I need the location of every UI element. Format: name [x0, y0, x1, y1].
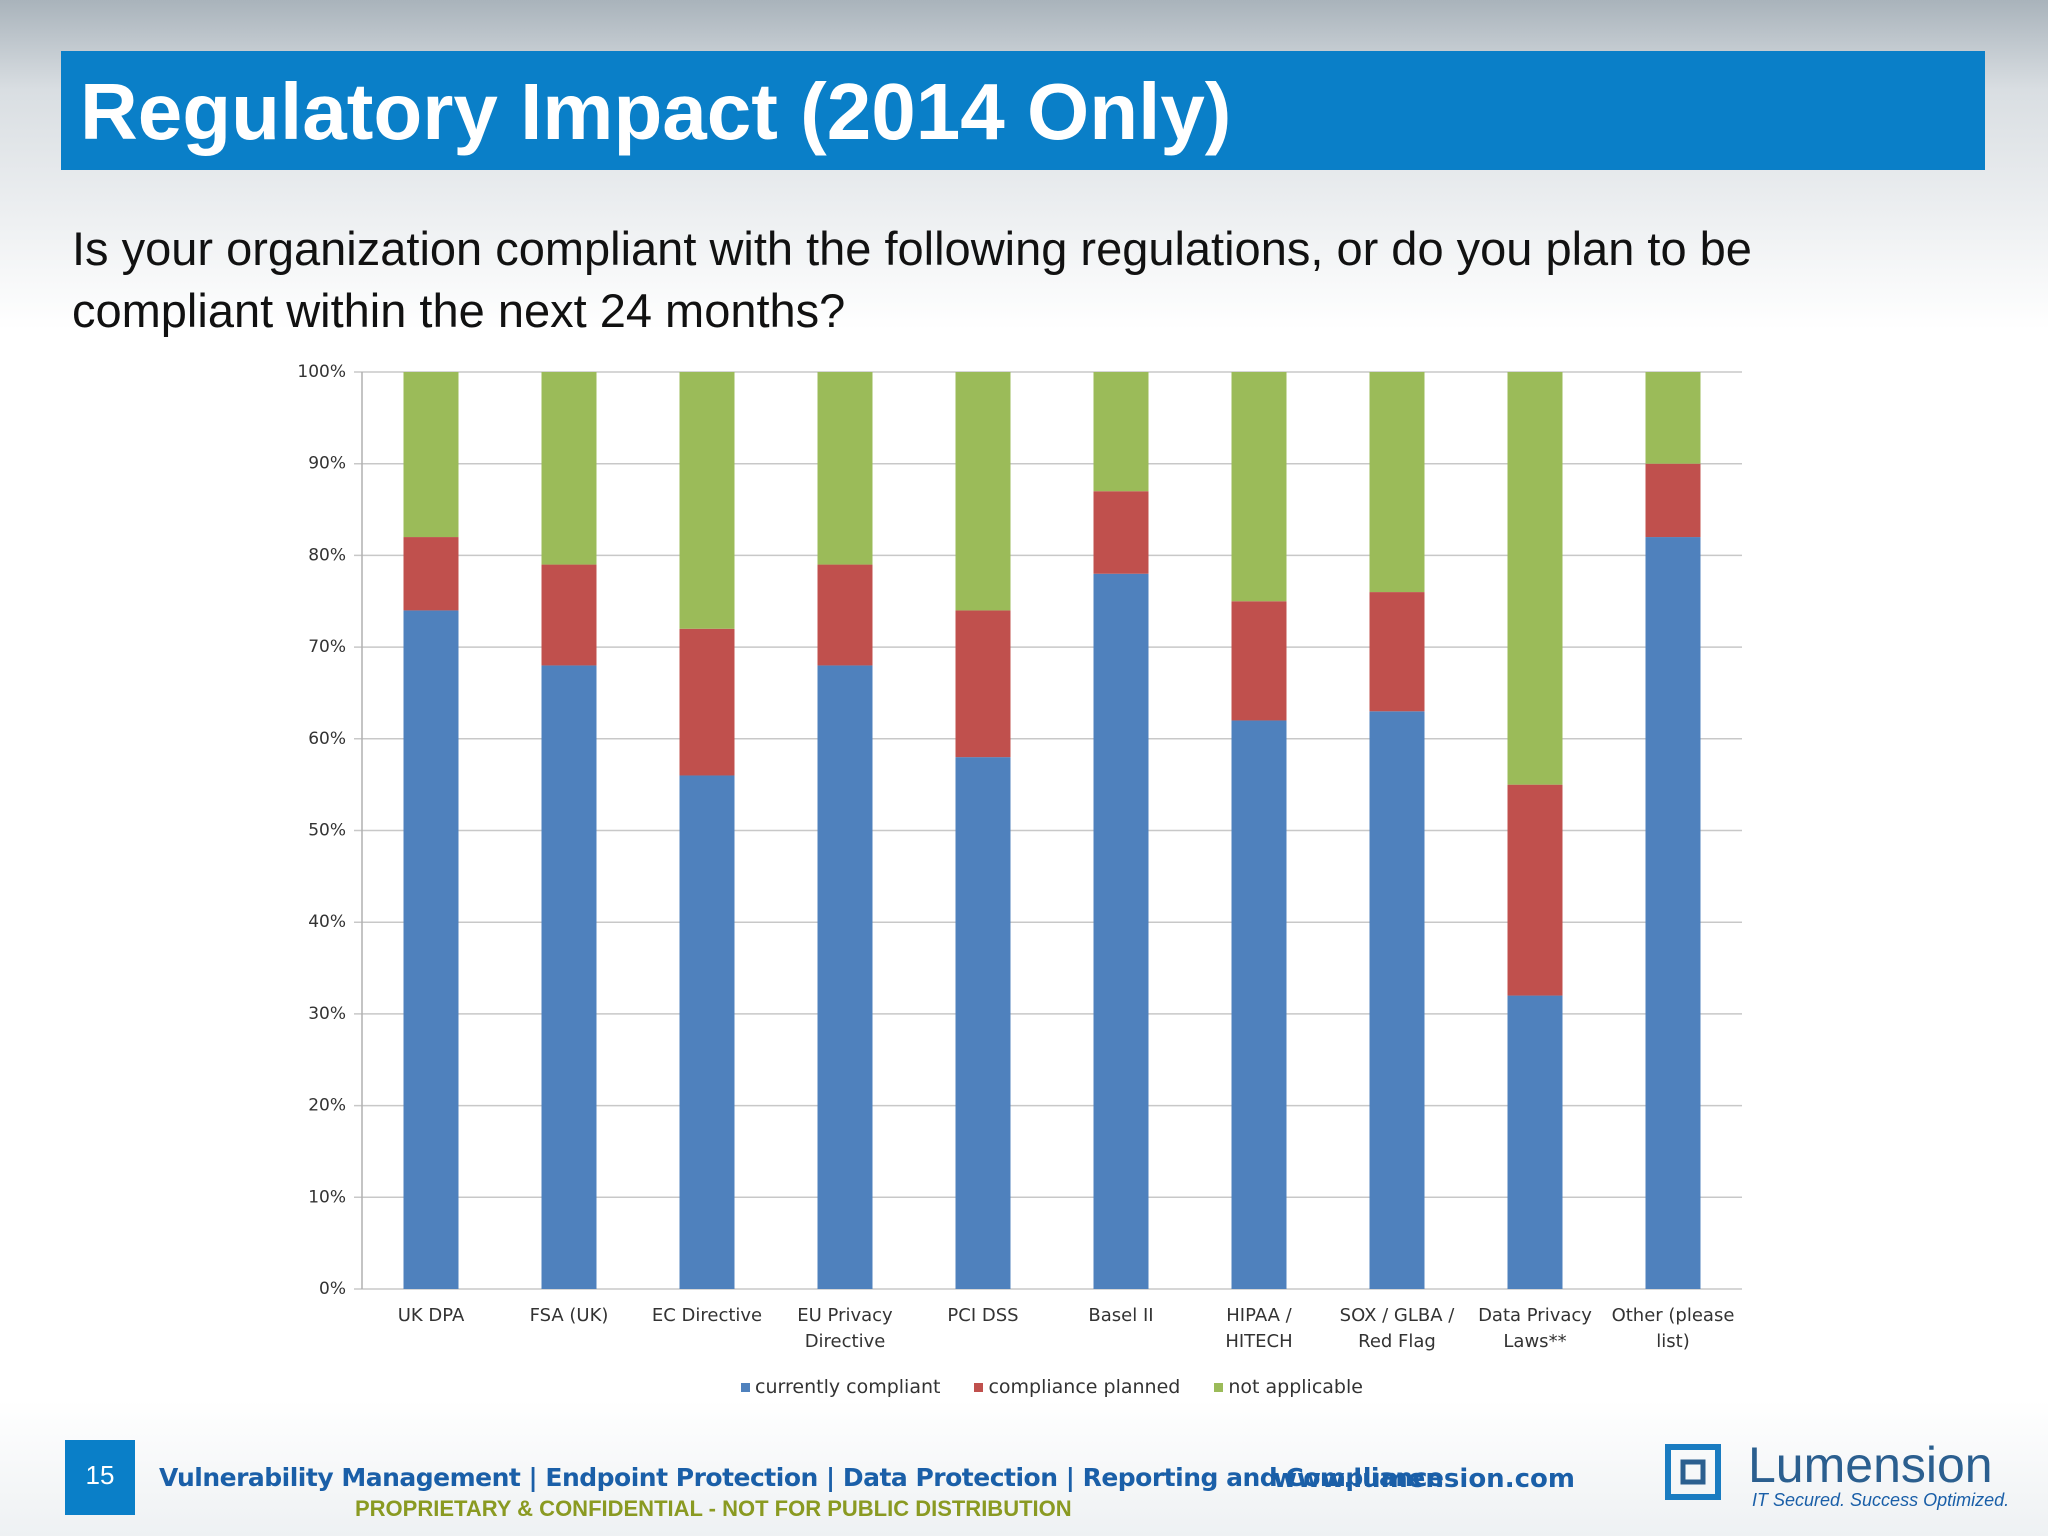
- bar-segment: [403, 537, 459, 611]
- website: www.lumension.com: [1273, 1464, 1575, 1494]
- bar-segment: [1645, 372, 1701, 464]
- bar-segment: [1093, 491, 1149, 574]
- legend: currently compliant compliance planned not…: [362, 1376, 1742, 1398]
- logo-slogan: IT Secured. Success Optimized.: [1752, 1490, 2010, 1510]
- x-tick-label: SOX / GLBA / Red Flag: [1339, 1305, 1455, 1352]
- bar-segment: [541, 665, 597, 1289]
- bar-segment: [541, 372, 597, 565]
- bar-segment: [1231, 720, 1287, 1289]
- y-tick-label: 100%: [297, 362, 346, 382]
- x-tick-label: HIPAA / HITECH: [1225, 1305, 1293, 1352]
- bar-segment: [403, 372, 459, 538]
- y-tick-label: 0%: [319, 1279, 346, 1299]
- bar-segment: [1645, 537, 1701, 1289]
- bar-segment: [1645, 463, 1701, 538]
- legend-label: compliance planned: [988, 1376, 1181, 1398]
- bar-segment: [817, 372, 873, 565]
- bar-segment: [403, 610, 459, 1289]
- bar-segment: [817, 665, 873, 1289]
- legend-swatch: [741, 1383, 751, 1392]
- y-tick-label: 50%: [308, 821, 346, 841]
- confidential-notice: PROPRIETARY & CONFIDENTIAL - NOT FOR PUB…: [355, 1496, 1072, 1521]
- x-tick-label: Data Privacy Laws**: [1478, 1305, 1592, 1352]
- page-number: 15: [65, 1440, 135, 1515]
- bar-segment: [1369, 592, 1425, 712]
- bar-segment: [1093, 372, 1149, 492]
- y-tick-label: 10%: [308, 1187, 346, 1207]
- y-tick-label: 90%: [308, 454, 346, 474]
- legend-label: currently compliant: [755, 1376, 941, 1398]
- bar-segment: [541, 564, 597, 666]
- legend-item: currently compliant: [741, 1376, 940, 1398]
- chart: 0% 10% 20% 30% 40% 50% 60% 70% 80% 90% 100%: [297, 362, 1742, 1299]
- bar-segment: [1369, 711, 1425, 1289]
- x-tick-label: PCI DSS: [947, 1305, 1019, 1326]
- question: Is your organization compliant with the …: [72, 222, 1752, 337]
- bar-segment: [1507, 784, 1563, 996]
- slide-title: Regulatory Impact (2014 Only): [80, 67, 1232, 156]
- bar-segment: [679, 628, 735, 776]
- legend-label: not applicable: [1228, 1376, 1363, 1398]
- legend-item: compliance planned: [974, 1376, 1180, 1398]
- x-tick-label: FSA (UK): [529, 1305, 609, 1326]
- y-tick-label: 80%: [308, 545, 346, 565]
- title-bar: [61, 51, 1985, 170]
- bar-segment: [679, 372, 735, 629]
- bar-segment: [1369, 372, 1425, 593]
- x-tick-label: EU Privacy Directive: [797, 1305, 893, 1352]
- bar-segment: [1093, 573, 1149, 1289]
- legend-swatch: [974, 1383, 984, 1392]
- x-tick-label: UK DPA: [397, 1305, 465, 1326]
- x-tick-label: Other (please list): [1611, 1305, 1735, 1352]
- bar-segment: [679, 775, 735, 1289]
- bar-segment: [1231, 601, 1287, 721]
- legend-swatch: [1214, 1383, 1224, 1392]
- bar-segment: [1507, 372, 1563, 785]
- bar-segment: [1231, 372, 1287, 602]
- legend-item: not applicable: [1214, 1376, 1363, 1398]
- bar-segment: [955, 610, 1011, 758]
- y-tick-label: 60%: [308, 729, 346, 749]
- bar-segment: [955, 372, 1011, 611]
- bar-segment: [817, 564, 873, 666]
- x-tick-label: EC Directive: [651, 1305, 763, 1326]
- y-tick-label: 20%: [308, 1096, 346, 1116]
- y-tick-label: 70%: [308, 637, 346, 657]
- y-tick-label: 40%: [308, 912, 346, 932]
- x-tick-label: Basel II: [1088, 1305, 1154, 1326]
- y-tick-label: 30%: [308, 1004, 346, 1024]
- bar-segment: [955, 757, 1011, 1289]
- footer-tagline: Vulnerability Management | Endpoint Prot…: [159, 1463, 1444, 1492]
- logo-icon: [1665, 1444, 1721, 1500]
- bar-segment: [1507, 995, 1563, 1289]
- logo-text: Lumension: [1748, 1437, 1993, 1493]
